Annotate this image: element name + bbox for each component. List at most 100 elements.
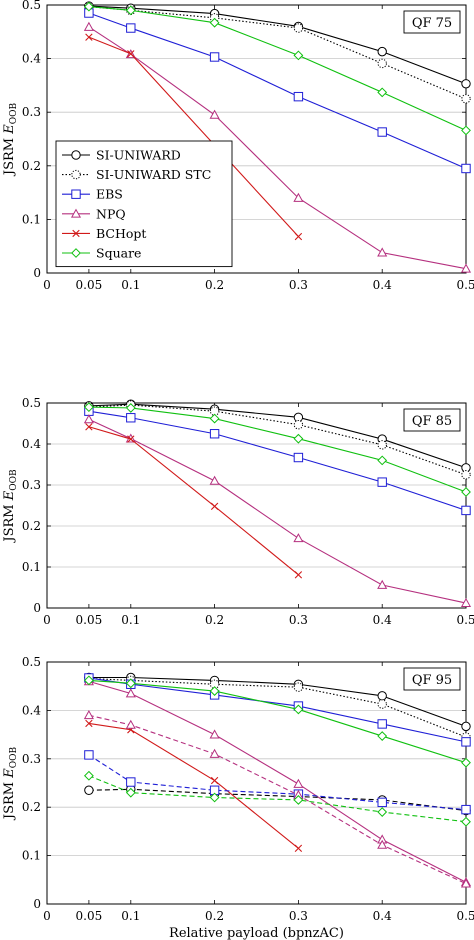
y-tick-label: 0.4 bbox=[22, 437, 41, 451]
data-point bbox=[83, 402, 94, 413]
data-point bbox=[85, 719, 93, 728]
data-point bbox=[209, 729, 220, 739]
x-tick-label: 0.1 bbox=[121, 613, 140, 627]
legend-label: EBS bbox=[96, 187, 123, 202]
data-point bbox=[126, 413, 136, 423]
data-point bbox=[209, 109, 220, 119]
x-tick-label: 0.5 bbox=[456, 278, 474, 292]
y-tick-label: 0.3 bbox=[22, 752, 41, 766]
x-tick-label: 0.5 bbox=[456, 613, 474, 627]
data-point bbox=[461, 163, 471, 174]
y-tick-label: 0 bbox=[33, 897, 41, 911]
data-point bbox=[377, 839, 388, 849]
data-point bbox=[377, 46, 387, 57]
series-line bbox=[88, 406, 467, 493]
data-point bbox=[377, 807, 388, 817]
x-tick-label: 0.1 bbox=[121, 909, 140, 923]
y-tick-label: 0 bbox=[33, 266, 41, 280]
qf-annotation-box bbox=[403, 10, 461, 34]
data-point bbox=[461, 737, 471, 747]
chart-panel-1: 0 0.05 0.1 0.2 0.3 0.4 0.5 0 0.1 0.2 0.3 0.4 0.5 JSRM… bbox=[2, 0, 474, 292]
data-point bbox=[293, 795, 304, 805]
data-point bbox=[461, 94, 471, 104]
x-tick-label: 0.05 bbox=[76, 278, 103, 292]
data-point bbox=[293, 452, 304, 463]
legend-marker bbox=[71, 189, 81, 199]
plot-frame bbox=[46, 4, 467, 274]
series-line bbox=[88, 754, 467, 811]
data-point bbox=[85, 33, 93, 41]
data-point bbox=[125, 688, 136, 698]
series-bchopt bbox=[85, 719, 303, 853]
data-point bbox=[127, 435, 135, 443]
data-point bbox=[126, 23, 136, 33]
series-dashed-8 bbox=[83, 710, 472, 888]
data-point bbox=[209, 475, 220, 485]
data-point bbox=[209, 686, 220, 696]
series-line bbox=[88, 679, 467, 764]
data-point bbox=[293, 23, 304, 33]
data-point bbox=[85, 423, 93, 431]
data-point bbox=[377, 87, 388, 98]
legend-item: NPQ bbox=[62, 206, 126, 221]
data-point bbox=[209, 429, 220, 439]
series-npq bbox=[83, 676, 472, 887]
series-line bbox=[88, 426, 299, 576]
data-point bbox=[84, 785, 94, 795]
series-line bbox=[88, 12, 467, 169]
data-point bbox=[293, 704, 304, 715]
legend-label: SI-UNIWARD STC bbox=[96, 167, 211, 182]
data-point bbox=[84, 750, 94, 760]
qf-annotation-text: QF 75 bbox=[412, 16, 452, 31]
data-point bbox=[294, 571, 303, 579]
data-point bbox=[209, 52, 220, 62]
y-axis-label: JSRM EOOB bbox=[2, 747, 19, 822]
data-point bbox=[209, 17, 220, 28]
data-point bbox=[209, 792, 220, 803]
data-point bbox=[377, 455, 388, 466]
qf-annotation-box bbox=[403, 408, 461, 432]
series-line bbox=[88, 5, 467, 85]
data-point bbox=[377, 719, 387, 729]
data-point bbox=[377, 579, 388, 589]
series-line bbox=[88, 680, 467, 883]
legend-marker bbox=[72, 229, 80, 238]
data-point bbox=[293, 192, 304, 202]
legend-box bbox=[55, 140, 233, 268]
legend-item: BCHopt bbox=[62, 226, 146, 241]
data-point bbox=[293, 50, 304, 61]
legend: SI-UNIWARD SI-UNIWARD STC EBS NPQ BCHopt Squa… bbox=[55, 140, 233, 268]
data-point bbox=[127, 50, 135, 58]
series-line bbox=[88, 26, 467, 270]
legend-marker bbox=[70, 208, 82, 218]
y-tick-label: 0.3 bbox=[22, 105, 41, 119]
legend-item: SI-UNIWARD STC bbox=[62, 167, 211, 182]
y-tick-label: 0.2 bbox=[22, 519, 41, 533]
legend-label: SI-UNIWARD bbox=[96, 148, 181, 163]
plot-frame bbox=[46, 661, 467, 905]
x-axis-label: Relative payload (bpnzAC) bbox=[169, 926, 344, 940]
legend-label: Square bbox=[96, 246, 141, 261]
data-point bbox=[210, 502, 219, 511]
x-tick-label: 0.05 bbox=[76, 613, 103, 627]
data-point bbox=[125, 678, 136, 689]
series-npq bbox=[83, 414, 472, 607]
series-dashed-6 bbox=[84, 784, 471, 816]
data-point bbox=[293, 91, 304, 102]
data-point bbox=[294, 232, 303, 241]
x-tick-label: 0.2 bbox=[205, 909, 224, 923]
y-tick-label: 0.4 bbox=[22, 52, 41, 66]
x-tick-label: 0.4 bbox=[373, 909, 392, 923]
data-point bbox=[294, 844, 303, 853]
data-point bbox=[293, 682, 304, 692]
data-point bbox=[377, 58, 387, 69]
data-point bbox=[293, 433, 304, 444]
data-point bbox=[461, 79, 471, 89]
legend-item: SI-UNIWARD bbox=[62, 148, 181, 163]
x-tick-label: 0.4 bbox=[373, 278, 392, 292]
legend-label: BCHopt bbox=[96, 226, 146, 241]
data-point bbox=[377, 440, 387, 450]
y-tick-label: 0.3 bbox=[22, 478, 41, 492]
qf-annotation: QF 85 bbox=[403, 408, 461, 432]
series-line bbox=[88, 676, 467, 727]
